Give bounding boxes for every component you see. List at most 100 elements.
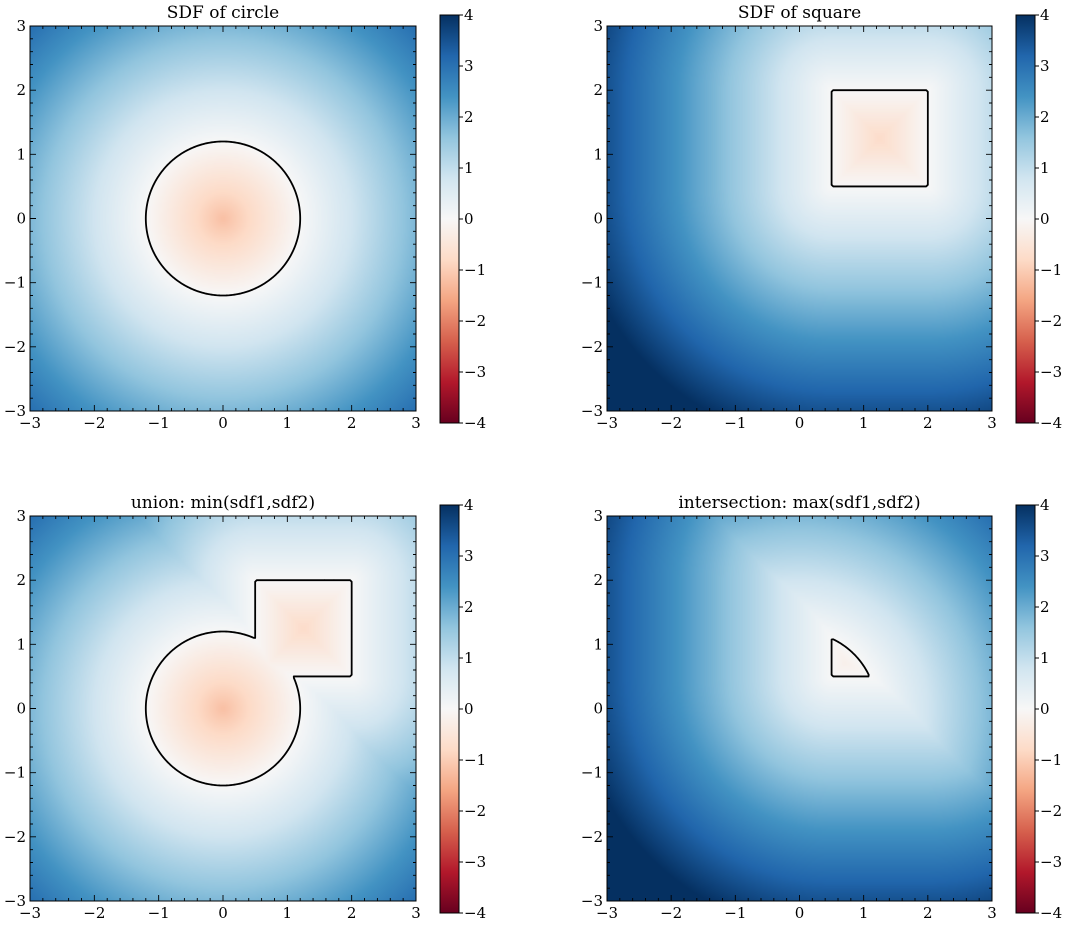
tick-marks bbox=[606, 515, 993, 902]
heatmap-image bbox=[607, 26, 992, 411]
y-tick-label: 1 bbox=[16, 635, 26, 653]
x-tick-label: −2 bbox=[660, 904, 682, 922]
y-tick-label: 3 bbox=[16, 507, 26, 525]
y-tick-label: 0 bbox=[16, 700, 26, 718]
heatmap-image bbox=[607, 516, 992, 901]
colorbar-tick-label: −4 bbox=[464, 414, 486, 432]
x-tick-label: 0 bbox=[795, 414, 805, 432]
x-tick-label: 2 bbox=[347, 414, 357, 432]
y-tick-label: −3 bbox=[4, 892, 26, 910]
y-tick-label: 1 bbox=[16, 145, 26, 163]
x-tick-label: 3 bbox=[987, 414, 997, 432]
chart-title: union: min(sdf1,sdf2) bbox=[131, 493, 315, 513]
x-tick-label: −3 bbox=[19, 904, 41, 922]
y-tick-label: 2 bbox=[593, 571, 603, 589]
y-tick-label: −1 bbox=[581, 764, 603, 782]
x-tick-label: 3 bbox=[411, 414, 421, 432]
x-tick-label: 2 bbox=[923, 904, 933, 922]
colorbar-tick-label: −2 bbox=[464, 802, 486, 820]
x-tick-label: 3 bbox=[987, 904, 997, 922]
axis-ticks bbox=[29, 25, 417, 412]
colorbar-tick-label: 3 bbox=[464, 57, 474, 75]
tick-marks bbox=[606, 25, 993, 412]
x-tick-label: −2 bbox=[83, 904, 105, 922]
x-tick-label: 1 bbox=[283, 414, 293, 432]
colorbar-tick-label: −2 bbox=[1040, 802, 1062, 820]
colorbar-tick-label: 0 bbox=[464, 700, 474, 718]
tick-marks bbox=[29, 25, 417, 412]
y-tick-label: −1 bbox=[4, 274, 26, 292]
colorbar-tick-label: 4 bbox=[464, 496, 474, 514]
x-tick-label: 0 bbox=[795, 904, 805, 922]
colorbar-tick-label: −4 bbox=[1040, 414, 1062, 432]
colorbar-tick-label: −4 bbox=[464, 904, 486, 922]
colorbar-tick-label: 0 bbox=[1040, 700, 1050, 718]
colorbar-tick-label: 3 bbox=[464, 547, 474, 565]
y-tick-label: 1 bbox=[593, 635, 603, 653]
y-tick-label: 0 bbox=[16, 210, 26, 228]
colorbar: −4 −3 −2 −1 0 1 2 3 4 bbox=[1015, 496, 1062, 922]
x-tick-label: 1 bbox=[283, 904, 293, 922]
colorbar-gradient bbox=[439, 504, 460, 914]
x-tick-label: 1 bbox=[859, 414, 869, 432]
colorbar-ticks bbox=[459, 14, 463, 424]
zero-contour bbox=[144, 140, 302, 297]
colorbar: −4 −3 −2 −1 0 1 2 3 4 bbox=[439, 496, 486, 922]
colorbar-tick-label: 0 bbox=[1040, 210, 1050, 228]
axis-ticks bbox=[606, 25, 993, 412]
colorbar-tick-label: 2 bbox=[1040, 108, 1050, 126]
x-tick-label: 3 bbox=[411, 904, 421, 922]
colorbar-tick-label: 3 bbox=[1040, 547, 1050, 565]
y-tick-label: −2 bbox=[581, 338, 603, 356]
x-tick-label: 2 bbox=[923, 414, 933, 432]
x-tick-label: −3 bbox=[596, 414, 618, 432]
colorbar: −4 −3 −2 −1 0 1 2 3 4 bbox=[439, 6, 486, 432]
colorbar-tick-label: 2 bbox=[464, 108, 474, 126]
colorbar-tick-label: −1 bbox=[464, 751, 486, 769]
colorbar-tick-label: 4 bbox=[464, 6, 474, 24]
colorbar: −4 −3 −2 −1 0 1 2 3 4 bbox=[1015, 6, 1062, 432]
chart-title: SDF of square bbox=[738, 3, 861, 23]
x-tick-label: −2 bbox=[660, 414, 682, 432]
colorbar-tick-label: 1 bbox=[1040, 159, 1050, 177]
x-tick-label: 0 bbox=[218, 414, 228, 432]
x-tick-label: −1 bbox=[724, 414, 746, 432]
zero-contour bbox=[144, 579, 353, 787]
y-tick-label: 3 bbox=[593, 507, 603, 525]
colorbar-gradient bbox=[1015, 14, 1036, 424]
y-tick-label: 3 bbox=[593, 17, 603, 35]
x-tick-label: −1 bbox=[148, 904, 170, 922]
colorbar-tick-label: −3 bbox=[464, 363, 486, 381]
colorbar-tick-label: 1 bbox=[1040, 649, 1050, 667]
x-tick-label: −3 bbox=[19, 414, 41, 432]
x-tick-label: 2 bbox=[347, 904, 357, 922]
x-tick-label: 1 bbox=[859, 904, 869, 922]
y-tick-label: 2 bbox=[16, 571, 26, 589]
colorbar-tick-label: 2 bbox=[464, 598, 474, 616]
colorbar-tick-label: 1 bbox=[464, 159, 474, 177]
y-tick-label: −3 bbox=[581, 402, 603, 420]
colorbar-ticks bbox=[459, 504, 463, 914]
y-tick-label: −3 bbox=[581, 892, 603, 910]
colorbar-tick-label: −3 bbox=[464, 853, 486, 871]
y-tick-label: 3 bbox=[16, 17, 26, 35]
axis-ticks bbox=[606, 515, 993, 902]
y-tick-label: 0 bbox=[593, 700, 603, 718]
zero-contour bbox=[830, 638, 870, 678]
tick-marks bbox=[29, 515, 417, 902]
x-tick-label: −1 bbox=[724, 904, 746, 922]
colorbar-tick-label: −2 bbox=[464, 312, 486, 330]
heatmap-image bbox=[30, 516, 416, 901]
x-tick-label: −1 bbox=[148, 414, 170, 432]
x-tick-label: 0 bbox=[218, 904, 228, 922]
colorbar-tick-label: 1 bbox=[464, 649, 474, 667]
chart-title: SDF of circle bbox=[167, 3, 280, 23]
colorbar-tick-label: 0 bbox=[464, 210, 474, 228]
y-tick-label: −1 bbox=[4, 764, 26, 782]
colorbar-tick-label: −3 bbox=[1040, 853, 1062, 871]
y-tick-label: −2 bbox=[4, 828, 26, 846]
colorbar-tick-label: 4 bbox=[1040, 6, 1050, 24]
zero-contour bbox=[830, 89, 929, 188]
